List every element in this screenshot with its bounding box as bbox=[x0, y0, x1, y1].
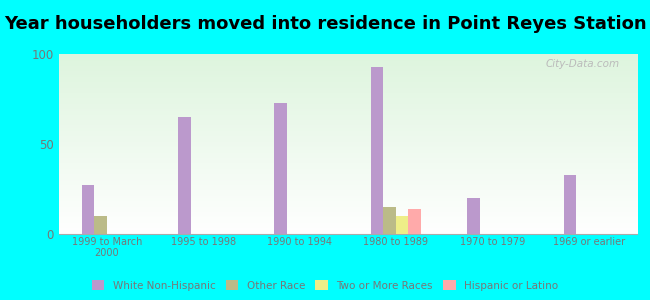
Legend: White Non-Hispanic, Other Race, Two or More Races, Hispanic or Latino: White Non-Hispanic, Other Race, Two or M… bbox=[88, 276, 562, 295]
Bar bbox=[408, 209, 421, 234]
Bar bbox=[82, 185, 94, 234]
Bar bbox=[467, 198, 480, 234]
Bar bbox=[384, 207, 396, 234]
Bar bbox=[178, 117, 190, 234]
Bar bbox=[371, 67, 384, 234]
Bar bbox=[396, 216, 408, 234]
Bar bbox=[564, 175, 577, 234]
Bar bbox=[94, 216, 107, 234]
Bar bbox=[274, 103, 287, 234]
Text: Year householders moved into residence in Point Reyes Station: Year householders moved into residence i… bbox=[4, 15, 646, 33]
Text: City-Data.com: City-Data.com bbox=[545, 59, 619, 69]
